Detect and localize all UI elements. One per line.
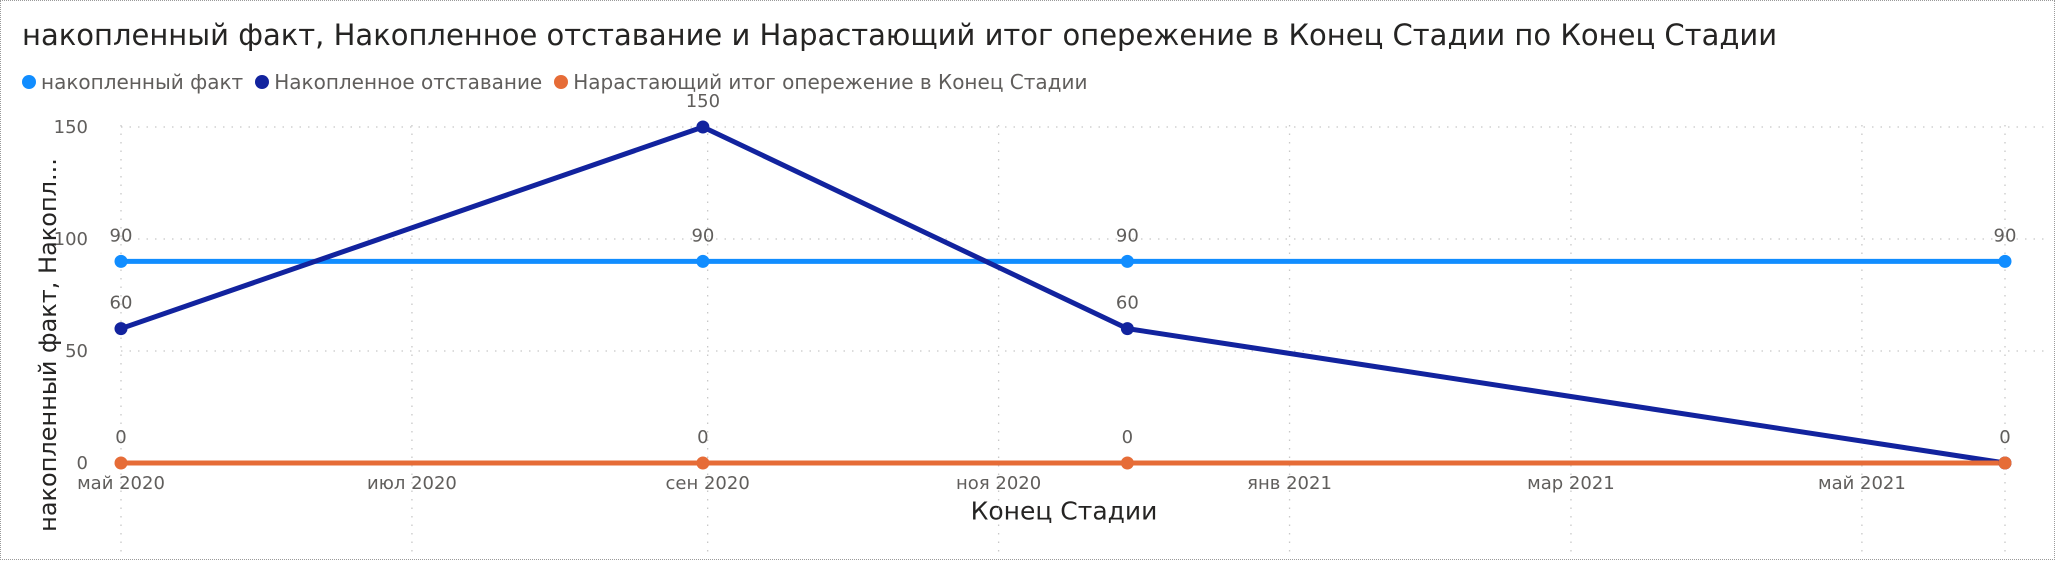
- series-2-point: [696, 456, 710, 470]
- x-tick-label: май 2020: [77, 473, 165, 494]
- legend-marker-2: [554, 75, 569, 89]
- x-tick-label: июл 2020: [367, 473, 457, 494]
- legend-label-0: накопленный факт: [41, 70, 244, 94]
- series-line-1: [118, 124, 2008, 466]
- series-0-data-label: 90: [1116, 225, 1139, 246]
- x-tick-label: ноя 2020: [956, 473, 1041, 494]
- legend-item-series-2[interactable]: Нарастающий итог опережение в Конец Стад…: [554, 70, 1087, 94]
- x-tick-label: май 2021: [1818, 473, 1906, 494]
- x-axis-title: Конец Стадии: [970, 496, 1158, 526]
- x-tick-label: сен 2020: [666, 473, 750, 494]
- series-0-point: [1998, 254, 2012, 268]
- x-tick-label: янв 2021: [1247, 473, 1332, 494]
- legend-label-2: Нарастающий итог опережение в Конец Стад…: [573, 70, 1088, 94]
- series-1-data-label: 60: [110, 293, 133, 314]
- chart-legend: накопленный факт Накопленное отставание …: [22, 70, 1099, 94]
- series-0-data-label: 90: [1994, 225, 2017, 246]
- series-0-point: [1120, 254, 1134, 268]
- series-1-data-label: 150: [686, 91, 720, 112]
- series-0-data-label: 90: [691, 225, 714, 246]
- series-0-point: [114, 254, 128, 268]
- series-1-point: [114, 322, 128, 336]
- legend-item-series-1[interactable]: Накопленное отставание: [255, 70, 542, 94]
- legend-item-series-0[interactable]: накопленный факт: [22, 70, 243, 94]
- series-2-point: [1998, 456, 2012, 470]
- series-1-data-label: 60: [1116, 293, 1139, 314]
- y-tick-label: 150: [54, 117, 88, 138]
- y-tick-label: 0: [77, 453, 88, 474]
- legend-label-1: Накопленное отставание: [274, 70, 543, 94]
- series-1-point: [1120, 322, 1134, 336]
- chart-title: накопленный факт, Накопленное отставание…: [22, 18, 1778, 52]
- series-2-data-label: 0: [115, 427, 126, 448]
- y-tick-label: 100: [54, 229, 88, 250]
- series-2-point: [114, 456, 128, 470]
- series-2-point: [1120, 456, 1134, 470]
- legend-marker-1: [255, 75, 270, 89]
- series-1-point: [696, 120, 710, 134]
- y-tick-label: 50: [65, 341, 88, 362]
- legend-marker-0: [22, 75, 36, 89]
- series-2-data-label: 0: [1122, 427, 1133, 448]
- series-2-data-label: 0: [1999, 427, 2010, 448]
- series-0-point: [696, 254, 710, 268]
- x-tick-label: мар 2021: [1527, 473, 1615, 494]
- series-0-data-label: 90: [110, 225, 133, 246]
- series-2-data-label: 0: [697, 427, 708, 448]
